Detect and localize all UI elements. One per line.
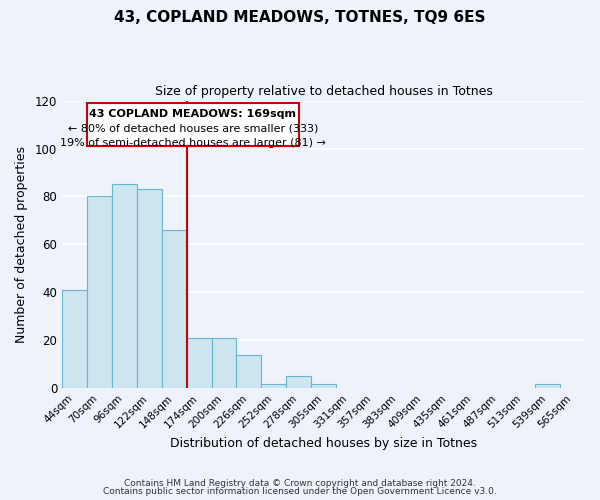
Text: 43 COPLAND MEADOWS: 169sqm: 43 COPLAND MEADOWS: 169sqm <box>89 109 296 119</box>
X-axis label: Distribution of detached houses by size in Totnes: Distribution of detached houses by size … <box>170 437 477 450</box>
Bar <box>212 338 236 388</box>
Text: 19% of semi-detached houses are larger (81) →: 19% of semi-detached houses are larger (… <box>60 138 326 147</box>
Bar <box>87 196 112 388</box>
Bar <box>162 230 187 388</box>
Bar <box>262 384 286 388</box>
Bar <box>112 184 137 388</box>
Text: ← 80% of detached houses are smaller (333): ← 80% of detached houses are smaller (33… <box>68 124 318 134</box>
Bar <box>311 384 336 388</box>
Bar <box>286 376 311 388</box>
Bar <box>137 190 162 388</box>
Y-axis label: Number of detached properties: Number of detached properties <box>15 146 28 343</box>
FancyBboxPatch shape <box>87 103 299 146</box>
Text: Contains HM Land Registry data © Crown copyright and database right 2024.: Contains HM Land Registry data © Crown c… <box>124 478 476 488</box>
Bar <box>535 384 560 388</box>
Text: 43, COPLAND MEADOWS, TOTNES, TQ9 6ES: 43, COPLAND MEADOWS, TOTNES, TQ9 6ES <box>114 10 486 25</box>
Bar <box>187 338 212 388</box>
Bar <box>236 355 262 388</box>
Title: Size of property relative to detached houses in Totnes: Size of property relative to detached ho… <box>155 85 493 98</box>
Bar <box>62 290 87 388</box>
Text: Contains public sector information licensed under the Open Government Licence v3: Contains public sector information licen… <box>103 487 497 496</box>
